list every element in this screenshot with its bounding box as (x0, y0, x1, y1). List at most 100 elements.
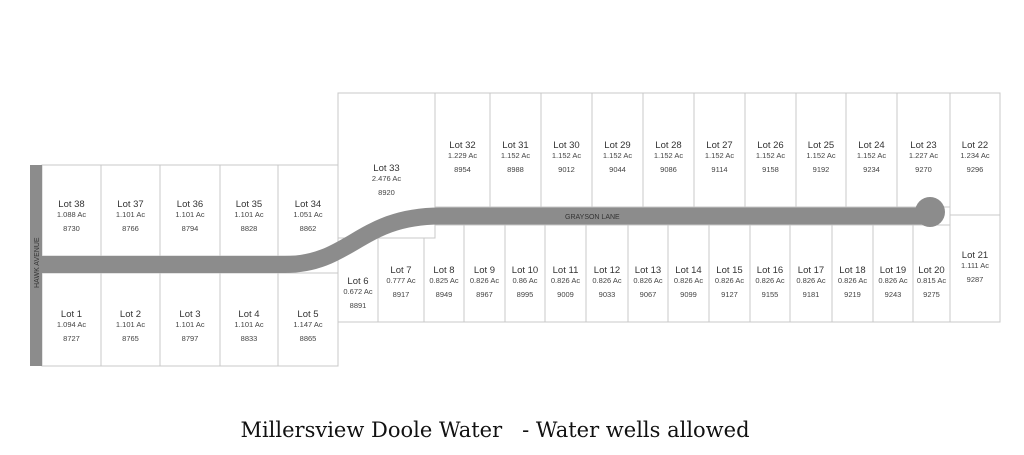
lot-22[interactable]: Lot 221.234 Ac 9296 (949, 92, 1001, 216)
lot-37[interactable]: Lot 371.101 Ac 8766 (100, 164, 161, 257)
lot-1[interactable]: Lot 11.094 Ac 8727 (41, 272, 102, 367)
lot-7[interactable]: Lot 70.777 Ac 8917 (377, 224, 425, 323)
lot-28[interactable]: Lot 281.152 Ac 9086 (642, 92, 695, 208)
lot-label: Lot 16 (757, 265, 783, 276)
lot-boundary (949, 214, 1001, 323)
hawk-avenue-road (30, 165, 42, 366)
lot-boundary (540, 92, 593, 208)
lot-boundary (896, 92, 951, 208)
lot-label: Lot 7 (390, 265, 411, 276)
lot-20[interactable]: Lot 200.815 Ac 9275 (912, 224, 951, 323)
lot-boundary (277, 272, 339, 367)
lot-12[interactable]: Lot 120.826 Ac 9033 (585, 224, 629, 323)
lot-30[interactable]: Lot 301.152 Ac 9012 (540, 92, 593, 208)
lot-label: Lot 30 (553, 140, 579, 151)
lot-26[interactable]: Lot 261.152 Ac 9158 (744, 92, 797, 208)
lot-address: 9270 (915, 165, 932, 174)
lot-21[interactable]: Lot 211.111 Ac 9287 (949, 214, 1001, 323)
lot-boundary (219, 164, 279, 257)
lot-acreage: 0.815 Ac (917, 276, 946, 285)
lot-acreage: 0.672 Ac (343, 287, 372, 296)
lot-35[interactable]: Lot 351.101 Ac 8828 (219, 164, 279, 257)
lot-acreage: 0.826 Ac (592, 276, 621, 285)
lot-address: 8954 (454, 165, 471, 174)
lot-8[interactable]: Lot 80.825 Ac 8949 (423, 224, 465, 323)
lot-19[interactable]: Lot 190.826 Ac 9243 (872, 224, 914, 323)
lot-label: Lot 38 (58, 199, 84, 210)
lot-boundary (693, 92, 746, 208)
lot-acreage: 0.826 Ac (878, 276, 907, 285)
lot-label: Lot 12 (594, 265, 620, 276)
lot-3[interactable]: Lot 31.101 Ac 8797 (159, 272, 221, 367)
lot-boundary (667, 224, 710, 323)
lot-acreage: 0.826 Ac (838, 276, 867, 285)
lot-25[interactable]: Lot 251.152 Ac 9192 (795, 92, 847, 208)
lot-acreage: 1.152 Ac (705, 151, 734, 160)
lot-15[interactable]: Lot 150.826 Ac 9127 (708, 224, 751, 323)
lot-38[interactable]: Lot 381.088 Ac 8730 (41, 164, 102, 257)
lot-address: 8765 (122, 334, 139, 343)
lot-boundary (642, 92, 695, 208)
lot-boundary (41, 164, 102, 257)
lot-18[interactable]: Lot 180.826 Ac 9219 (831, 224, 874, 323)
lot-17[interactable]: Lot 170.826 Ac 9181 (789, 224, 833, 323)
lot-address: 8891 (350, 301, 367, 310)
lot-label: Lot 21 (962, 250, 988, 261)
lot-acreage: 1.152 Ac (501, 151, 530, 160)
lot-32[interactable]: Lot 321.229 Ac 8954 (434, 92, 491, 208)
lot-label: Lot 20 (918, 265, 944, 276)
lot-boundary (100, 272, 161, 367)
lot-boundary (831, 224, 874, 323)
lot-address: 9099 (680, 290, 697, 299)
lot-acreage: 1.152 Ac (857, 151, 886, 160)
lot-label: Lot 33 (373, 163, 399, 174)
lot-address: 8766 (122, 224, 139, 233)
lot-5[interactable]: Lot 51.147 Ac 8865 (277, 272, 339, 367)
lot-label: Lot 2 (120, 309, 141, 320)
lot-acreage: 1.227 Ac (909, 151, 938, 160)
lot-boundary (845, 92, 898, 208)
lot-31[interactable]: Lot 311.152 Ac 8988 (489, 92, 542, 208)
lot-boundary (949, 92, 1001, 216)
lot-address: 8865 (300, 334, 317, 343)
lot-address: 8988 (507, 165, 524, 174)
lot-boundary (463, 224, 506, 323)
lot-13[interactable]: Lot 130.826 Ac 9067 (627, 224, 669, 323)
lot-23[interactable]: Lot 231.227 Ac 9270 (896, 92, 951, 208)
lot-label: Lot 3 (179, 309, 200, 320)
lot-29[interactable]: Lot 291.152 Ac 9044 (591, 92, 644, 208)
lot-address: 9155 (762, 290, 779, 299)
lot-9[interactable]: Lot 90.826 Ac 8967 (463, 224, 506, 323)
lot-14[interactable]: Lot 140.826 Ac 9099 (667, 224, 710, 323)
lot-boundary (585, 224, 629, 323)
lot-boundary (277, 164, 339, 257)
lot-4[interactable]: Lot 41.101 Ac 8833 (219, 272, 279, 367)
lot-label: Lot 19 (880, 265, 906, 276)
lot-acreage: 1.051 Ac (293, 210, 322, 219)
lot-address: 8995 (517, 290, 534, 299)
hawk-avenue-label: HAWK AVENUE (34, 237, 41, 288)
lot-address: 8949 (436, 290, 453, 299)
lot-acreage: 0.86 Ac (512, 276, 537, 285)
lot-label: Lot 27 (706, 140, 732, 151)
lot-10[interactable]: Lot 100.86 Ac 8995 (504, 224, 546, 323)
lot-acreage: 1.101 Ac (175, 320, 204, 329)
roads: HAWK AVENUE GRAYSON LANE (30, 165, 945, 366)
lot-label: Lot 10 (512, 265, 538, 276)
lot-34[interactable]: Lot 341.051 Ac 8862 (277, 164, 339, 257)
lot-boundary (489, 92, 542, 208)
lot-27[interactable]: Lot 271.152 Ac 9114 (693, 92, 746, 208)
lot-address: 8797 (182, 334, 199, 343)
lot-address: 9114 (711, 165, 727, 174)
lot-address: 8730 (63, 224, 80, 233)
lot-2[interactable]: Lot 21.101 Ac 8765 (100, 272, 161, 367)
lot-acreage: 0.826 Ac (633, 276, 662, 285)
lot-16[interactable]: Lot 160.826 Ac 9155 (749, 224, 791, 323)
lot-acreage: 1.152 Ac (654, 151, 683, 160)
grayson-lane-label: GRAYSON LANE (565, 214, 620, 221)
lot-address: 9044 (609, 165, 626, 174)
lot-24[interactable]: Lot 241.152 Ac 9234 (845, 92, 898, 208)
lot-36[interactable]: Lot 361.101 Ac 8794 (159, 164, 221, 257)
lot-11[interactable]: Lot 110.826 Ac 9009 (544, 224, 587, 323)
